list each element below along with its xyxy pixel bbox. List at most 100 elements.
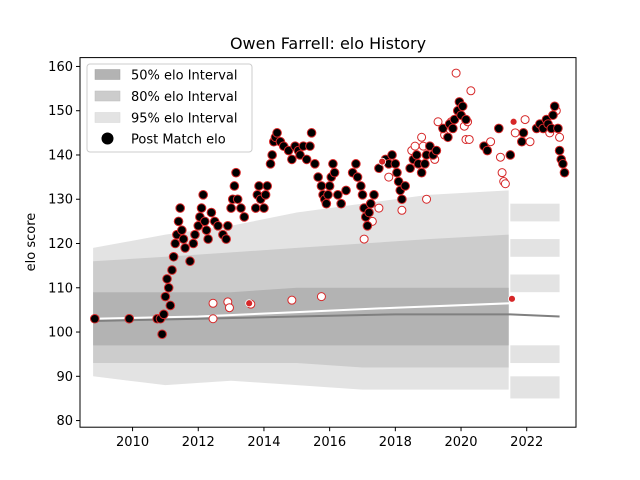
post-match-elo-marker — [333, 190, 343, 200]
y-tick-label: 80 — [56, 414, 73, 429]
y-tick-label: 150 — [48, 104, 73, 119]
post-match-elo-marker — [316, 181, 327, 191]
post-match-elo-marker — [374, 163, 384, 174]
legend-swatch-50 — [94, 69, 121, 80]
post-match-elo-marker — [328, 159, 338, 169]
post-match-elo-marker — [206, 207, 217, 218]
highlight-elo-marker — [245, 299, 254, 308]
post-match-elo-marker — [390, 159, 401, 169]
highlight-elo-marker — [508, 294, 516, 303]
projected-elo-marker — [466, 86, 476, 96]
post-match-elo-marker — [160, 291, 171, 302]
median-line — [93, 313, 560, 322]
post-match-elo-marker — [167, 265, 177, 275]
post-match-elo-marker — [163, 282, 174, 293]
projected-elo-marker — [510, 128, 520, 138]
projection-ribbon — [510, 376, 560, 399]
y-tick-label: 160 — [48, 60, 73, 75]
post-match-elo-marker — [443, 132, 453, 143]
post-match-elo-marker — [198, 190, 208, 200]
projected-elo-marker — [374, 203, 384, 213]
x-tick-label: 2010 — [116, 435, 149, 450]
post-match-elo-marker — [397, 194, 407, 205]
projected-elo-marker — [422, 194, 432, 204]
post-match-elo-marker — [306, 128, 317, 138]
y-tick-label: 120 — [48, 237, 73, 252]
y-axis-label: elo score — [24, 213, 39, 272]
post-match-elo-marker — [124, 313, 135, 324]
post-match-elo-marker — [392, 167, 402, 178]
post-match-elo-marker — [201, 225, 212, 236]
x-tick-label: 2014 — [247, 435, 280, 450]
post-match-elo-marker — [553, 123, 563, 134]
projected-elo-marker — [384, 172, 394, 182]
projection-ribbon — [510, 274, 560, 293]
post-match-elo-marker — [203, 234, 213, 244]
post-match-elo-marker — [305, 141, 315, 151]
projected-elo-marker — [555, 132, 565, 142]
post-match-elo-marker — [229, 181, 240, 191]
post-match-elo-marker — [448, 123, 458, 134]
post-match-elo-marker — [425, 141, 435, 151]
y-tick-label: 100 — [48, 326, 73, 341]
y-tick-label: 140 — [48, 148, 73, 163]
post-match-elo-marker — [180, 243, 190, 253]
post-match-elo-marker — [400, 181, 410, 191]
highlight-elo-marker — [509, 117, 518, 126]
post-match-elo-marker — [411, 150, 422, 160]
projected-elo-marker — [316, 292, 326, 302]
legend-label-80: 80% elo Interval — [131, 90, 238, 105]
legend-swatch-95 — [94, 112, 121, 123]
post-match-elo-marker — [301, 154, 312, 165]
post-match-elo-marker — [329, 167, 340, 178]
post-match-elo-marker — [438, 123, 448, 134]
projected-elo-marker — [208, 298, 218, 308]
plot-area — [89, 68, 570, 399]
post-match-elo-marker — [341, 185, 351, 196]
projected-elo-marker — [287, 295, 297, 305]
post-match-elo-marker — [365, 198, 376, 209]
post-match-elo-marker — [549, 101, 560, 112]
projected-elo-marker — [495, 152, 505, 162]
post-match-elo-marker — [265, 159, 276, 169]
post-match-elo-marker — [518, 128, 529, 138]
post-match-elo-marker — [352, 172, 363, 182]
post-match-elo-marker — [336, 198, 346, 209]
post-match-elo-marker — [185, 256, 195, 267]
post-match-elo-marker — [200, 216, 210, 227]
post-match-elo-marker — [517, 136, 527, 147]
post-match-elo-marker — [405, 163, 415, 174]
projected-elo-marker — [433, 117, 443, 127]
post-match-elo-marker — [369, 190, 379, 200]
post-match-elo-marker — [157, 329, 167, 340]
projected-elo-marker — [451, 68, 461, 78]
post-match-elo-marker — [250, 203, 261, 213]
post-match-elo-marker — [461, 114, 471, 125]
post-match-elo-marker — [260, 190, 271, 200]
post-match-elo-marker — [449, 114, 460, 125]
legend-label-95: 95% elo Interval — [131, 112, 238, 127]
projection-ribbon — [510, 203, 560, 222]
post-match-elo-marker — [364, 207, 374, 218]
post-match-elo-marker — [177, 225, 187, 236]
post-match-elo-marker — [416, 167, 427, 178]
post-match-elo-marker — [226, 203, 236, 213]
post-match-elo-marker — [254, 181, 264, 191]
post-match-elo-marker — [272, 128, 282, 138]
post-match-elo-marker — [351, 159, 361, 169]
y-tick-label: 90 — [56, 370, 73, 385]
post-match-elo-marker — [231, 167, 241, 178]
projected-elo-marker — [359, 234, 369, 244]
post-match-elo-marker — [393, 176, 404, 187]
projection-ribbon — [510, 239, 560, 257]
y-axis: 80 90 100 110 120 130 140 150 160 — [48, 60, 80, 429]
post-match-elo-marker — [362, 221, 373, 231]
legend-label-50: 50% elo Interval — [131, 69, 238, 84]
post-match-elo-marker — [213, 221, 223, 231]
projected-elo-marker — [520, 115, 530, 125]
post-match-elo-marker — [232, 194, 243, 205]
post-match-elo-marker — [165, 300, 176, 311]
legend-label-post-match: Post Match elo — [131, 133, 226, 148]
post-match-elo-marker — [158, 309, 169, 320]
